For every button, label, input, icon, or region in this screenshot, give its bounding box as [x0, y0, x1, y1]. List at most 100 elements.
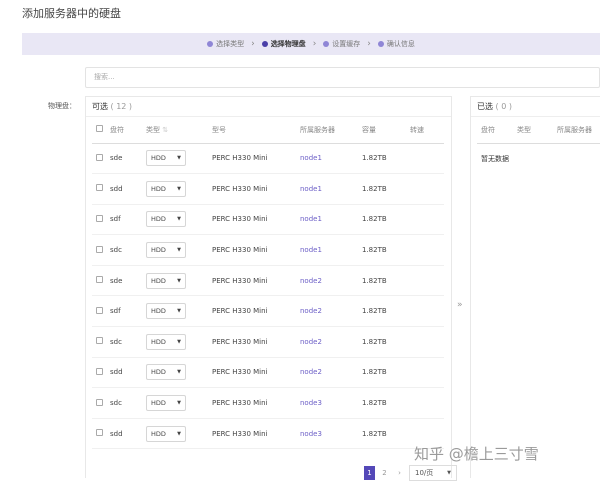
table-header-row: 盘符 类型 ⇅ 型号 所属服务器 容量 转速 — [92, 117, 444, 144]
step-dot-icon — [323, 41, 330, 47]
row-checkbox[interactable] — [96, 337, 103, 345]
type-value: HDD — [151, 276, 166, 285]
row-checkbox[interactable] — [96, 245, 103, 253]
table-row[interactable]: sdd HDD ▼ PERC H330 Mini node2 1.82TB — [92, 357, 444, 389]
model-cell: PERC H330 Mini — [212, 234, 300, 266]
table-row[interactable]: sde HDD ▼ PERC H330 Mini node1 1.82TB — [92, 143, 444, 175]
step-label: 选择类型 — [216, 40, 245, 48]
capacity-cell: 1.82TB — [362, 326, 410, 358]
step-set-cache[interactable]: 设置缓存 — [323, 39, 360, 49]
col-disk: 盘符 — [110, 117, 146, 144]
available-panel: 可选 ( 12 ) 盘符 类型 ⇅ 型号 所属服务器 容量 转速 sde HDD… — [85, 96, 452, 478]
type-select[interactable]: HDD ▼ — [146, 303, 186, 320]
step-label: 确认信息 — [386, 40, 415, 48]
row-checkbox[interactable] — [96, 276, 103, 284]
type-select[interactable]: HDD ▼ — [146, 211, 186, 228]
row-checkbox[interactable] — [96, 398, 103, 406]
speed-cell — [410, 143, 444, 175]
row-checkbox[interactable] — [96, 153, 103, 161]
page-2-button[interactable]: 2 — [382, 469, 387, 477]
step-select-disk[interactable]: 选择物理盘 — [261, 39, 306, 49]
col-capacity: 容量 — [362, 117, 410, 144]
table-row[interactable]: sdc HDD ▼ PERC H330 Mini node3 1.82TB — [92, 387, 444, 419]
caret-down-icon: ▼ — [177, 308, 181, 315]
server-link[interactable]: node1 — [300, 143, 362, 175]
disk-cell: sdd — [110, 173, 146, 205]
row-checkbox[interactable] — [96, 306, 103, 314]
table-row[interactable]: sde HDD ▼ PERC H330 Mini node2 1.82TB — [92, 265, 444, 297]
server-link[interactable]: node2 — [300, 295, 362, 328]
type-value: HDD — [151, 215, 166, 224]
type-value: HDD — [151, 307, 166, 316]
speed-cell — [410, 265, 444, 297]
model-cell: PERC H330 Mini — [212, 265, 300, 297]
type-cell: HDD ▼ — [146, 295, 212, 328]
type-value: HDD — [151, 246, 166, 255]
page-size-select[interactable]: 10/页 ▼ — [409, 465, 457, 481]
table-header-row: 盘符 类型 所属服务器 — [477, 117, 600, 144]
selected-header: 已选 ( 0 ) — [471, 97, 600, 117]
server-link[interactable]: node2 — [300, 326, 362, 358]
row-checkbox[interactable] — [96, 367, 103, 375]
caret-down-icon: ▼ — [177, 430, 181, 437]
type-select[interactable]: HDD ▼ — [146, 395, 186, 412]
speed-cell — [410, 357, 444, 389]
server-link[interactable]: node2 — [300, 357, 362, 389]
capacity-cell: 1.82TB — [362, 173, 410, 205]
type-select[interactable]: HDD ▼ — [146, 425, 186, 442]
type-select[interactable]: HDD ▼ — [146, 242, 186, 259]
col-type[interactable]: 类型 ⇅ — [146, 117, 212, 144]
caret-down-icon: ▼ — [177, 216, 181, 223]
model-cell: PERC H330 Mini — [212, 143, 300, 175]
server-link[interactable]: node1 — [300, 234, 362, 266]
server-link[interactable]: node3 — [300, 418, 362, 450]
disk-cell: sde — [110, 265, 146, 297]
type-cell: HDD ▼ — [146, 265, 212, 297]
server-link[interactable]: node3 — [300, 387, 362, 419]
caret-down-icon: ▼ — [177, 155, 181, 162]
speed-cell — [410, 173, 444, 205]
row-checkbox[interactable] — [96, 429, 103, 437]
selected-table: 盘符 类型 所属服务器 — [477, 117, 600, 144]
col-type: 类型 — [517, 117, 557, 144]
type-cell: HDD ▼ — [146, 204, 212, 236]
table-row[interactable]: sdd HDD ▼ PERC H330 Mini node3 1.82TB — [92, 418, 444, 450]
type-select[interactable]: HDD ▼ — [146, 364, 186, 381]
transfer-right-button[interactable]: » — [457, 300, 463, 310]
disk-cell: sdf — [110, 204, 146, 236]
table-row[interactable]: sdf HDD ▼ PERC H330 Mini node2 1.82TB — [92, 295, 444, 328]
server-link[interactable]: node1 — [300, 204, 362, 236]
chevron-right-icon: › — [312, 39, 317, 49]
search-input[interactable]: 搜索... — [85, 67, 600, 88]
type-select[interactable]: HDD ▼ — [146, 272, 186, 289]
capacity-cell: 1.82TB — [362, 418, 410, 450]
type-select[interactable]: HDD ▼ — [146, 180, 186, 197]
step-confirm[interactable]: 确认信息 — [377, 39, 415, 49]
next-page-button[interactable]: › — [398, 469, 401, 477]
type-select[interactable]: HDD ▼ — [146, 333, 186, 350]
server-link[interactable]: node1 — [300, 173, 362, 205]
type-select[interactable]: HDD ▼ — [146, 150, 186, 167]
available-title: 可选 — [92, 102, 108, 111]
type-value: HDD — [151, 368, 166, 377]
filter-icon[interactable]: ⇅ — [162, 125, 169, 134]
page-1-button[interactable]: 1 — [364, 466, 375, 480]
table-row[interactable]: sdd HDD ▼ PERC H330 Mini node1 1.82TB — [92, 173, 444, 205]
row-checkbox[interactable] — [96, 214, 103, 222]
available-header: 可选 ( 12 ) — [86, 97, 451, 117]
caret-down-icon: ▼ — [177, 400, 181, 407]
type-cell: HDD ▼ — [146, 143, 212, 175]
table-row[interactable]: sdf HDD ▼ PERC H330 Mini node1 1.82TB — [92, 204, 444, 236]
empty-state: 暂无数据 — [481, 154, 509, 163]
row-checkbox[interactable] — [96, 184, 103, 192]
model-cell: PERC H330 Mini — [212, 326, 300, 358]
select-all-checkbox[interactable] — [96, 125, 103, 133]
table-row[interactable]: sdc HDD ▼ PERC H330 Mini node2 1.82TB — [92, 326, 444, 358]
type-cell: HDD ▼ — [146, 418, 212, 450]
capacity-cell: 1.82TB — [362, 234, 410, 266]
table-row[interactable]: sdc HDD ▼ PERC H330 Mini node1 1.82TB — [92, 234, 444, 266]
steps-bar: 选择类型 › 选择物理盘 › 设置缓存 › 确认信息 — [22, 33, 600, 55]
server-link[interactable]: node2 — [300, 265, 362, 297]
pagination: 1 2 › 10/页 ▼ — [364, 465, 457, 481]
step-select-type[interactable]: 选择类型 — [207, 39, 244, 49]
